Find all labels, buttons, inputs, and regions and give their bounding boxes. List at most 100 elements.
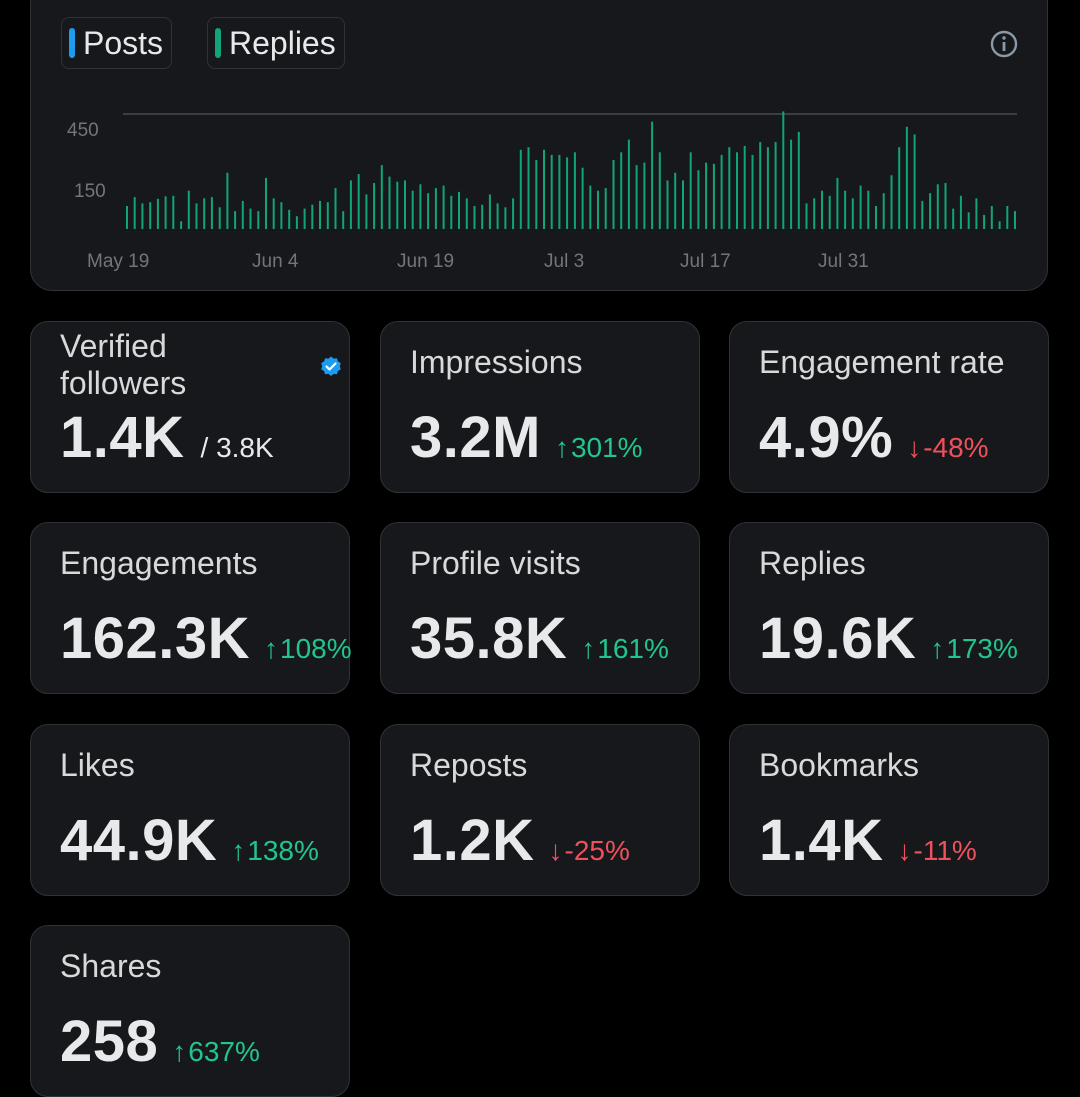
bar bbox=[156, 198, 159, 229]
bar bbox=[172, 195, 175, 229]
profile-visits-change-value: 161% bbox=[597, 633, 669, 664]
card-impressions[interactable]: Impressions 3.2M ↑ 301% bbox=[380, 321, 700, 493]
info-icon[interactable] bbox=[989, 29, 1019, 59]
bar bbox=[550, 154, 553, 229]
card-shares[interactable]: Shares 258 ↑ 637% bbox=[30, 925, 350, 1097]
x-tick-jul3: Jul 3 bbox=[544, 251, 584, 272]
bar bbox=[1014, 211, 1016, 229]
engagements-value: 162.3K bbox=[60, 606, 251, 671]
bar bbox=[488, 194, 491, 229]
replies-value: 19.6K bbox=[759, 606, 917, 671]
bar bbox=[774, 142, 777, 229]
profile-visits-change: ↑ 161% bbox=[581, 633, 669, 665]
bar bbox=[512, 198, 515, 229]
replies-change-value: 173% bbox=[946, 633, 1018, 664]
legend-replies-button[interactable]: Replies bbox=[207, 17, 345, 69]
bar bbox=[959, 195, 962, 229]
engagements-change-value: 108% bbox=[280, 633, 352, 664]
bar bbox=[388, 176, 391, 229]
bar bbox=[280, 202, 283, 229]
bar bbox=[311, 204, 314, 229]
likes-value: 44.9K bbox=[60, 808, 218, 873]
verified-followers-label: Verified followers bbox=[60, 328, 187, 401]
card-engagement-rate[interactable]: Engagement rate 4.9% ↓ -48% bbox=[729, 321, 1049, 493]
x-tick-jul17: Jul 17 bbox=[680, 251, 731, 272]
bar bbox=[272, 198, 275, 229]
bar bbox=[898, 147, 901, 229]
shares-change: ↑ 637% bbox=[172, 1036, 260, 1068]
bar bbox=[373, 183, 376, 229]
bar bbox=[782, 111, 785, 229]
bar bbox=[404, 180, 406, 229]
impressions-label: Impressions bbox=[410, 344, 583, 380]
bar bbox=[481, 204, 484, 229]
card-engagements[interactable]: Engagements 162.3K ↑ 108% bbox=[30, 522, 352, 694]
bar bbox=[334, 188, 337, 229]
engagement-rate-change-value: -48% bbox=[923, 432, 989, 463]
card-bookmarks[interactable]: Bookmarks 1.4K ↓ -11% bbox=[729, 724, 1049, 896]
bar bbox=[349, 180, 352, 229]
engagement-rate-change: ↓ -48% bbox=[907, 432, 988, 464]
verified-badge-icon bbox=[321, 356, 341, 376]
bar bbox=[844, 190, 847, 229]
bar bbox=[751, 154, 754, 229]
bar bbox=[627, 139, 630, 229]
bar bbox=[805, 203, 808, 229]
bar bbox=[674, 172, 677, 229]
bar bbox=[442, 185, 445, 229]
bar bbox=[434, 188, 437, 229]
engagements-change: ↑ 108% bbox=[264, 633, 352, 665]
bar bbox=[519, 149, 522, 229]
bar bbox=[180, 221, 183, 229]
card-reposts[interactable]: Reposts 1.2K ↓ -25% bbox=[380, 724, 700, 896]
bar bbox=[226, 172, 229, 229]
legend-replies-label: Replies bbox=[229, 24, 336, 61]
card-verified-followers[interactable]: Verified followers 1.4K / 3.8K bbox=[30, 321, 350, 493]
bar bbox=[326, 202, 329, 229]
bar bbox=[535, 160, 538, 229]
reposts-change: ↓ -25% bbox=[549, 835, 630, 867]
bar bbox=[921, 200, 924, 229]
bar bbox=[604, 188, 607, 229]
bar bbox=[689, 152, 692, 229]
bar bbox=[241, 200, 244, 229]
bar bbox=[195, 203, 198, 229]
bar bbox=[288, 209, 291, 229]
chart-card: Posts Replies 450 150 May 19 Jun 4 Jun 1… bbox=[30, 0, 1048, 291]
bar bbox=[473, 206, 476, 229]
bar bbox=[929, 193, 932, 229]
arrow-down-icon: ↓ bbox=[897, 835, 912, 866]
bar bbox=[365, 194, 368, 229]
bookmarks-change-value: -11% bbox=[913, 835, 977, 866]
bar bbox=[265, 177, 267, 229]
bar bbox=[1006, 206, 1009, 229]
bar bbox=[589, 185, 592, 229]
arrow-down-icon: ↓ bbox=[548, 835, 563, 866]
bar bbox=[543, 149, 545, 229]
bar bbox=[126, 206, 128, 229]
bar bbox=[658, 152, 661, 229]
x-tick-may19: May 19 bbox=[87, 251, 149, 272]
reposts-change-value: -25% bbox=[564, 835, 630, 866]
bar bbox=[790, 139, 793, 229]
bar bbox=[496, 203, 499, 229]
arrow-up-icon: ↑ bbox=[231, 835, 246, 866]
bar bbox=[836, 177, 839, 229]
verified-followers-value: 1.4K bbox=[60, 405, 185, 470]
arrow-down-icon: ↓ bbox=[907, 432, 922, 463]
bar bbox=[990, 206, 993, 229]
bar bbox=[427, 193, 430, 229]
card-replies[interactable]: Replies 19.6K ↑ 173% bbox=[729, 522, 1049, 694]
bar bbox=[295, 216, 298, 229]
shares-value: 258 bbox=[60, 1009, 159, 1074]
card-likes[interactable]: Likes 44.9K ↑ 138% bbox=[30, 724, 350, 896]
bar bbox=[882, 193, 885, 229]
bar bbox=[566, 157, 569, 229]
bar bbox=[210, 197, 213, 229]
arrow-up-icon: ↑ bbox=[930, 633, 945, 664]
bar bbox=[913, 134, 916, 229]
card-profile-visits[interactable]: Profile visits 35.8K ↑ 161% bbox=[380, 522, 700, 694]
impressions-value: 3.2M bbox=[410, 405, 541, 470]
bar bbox=[396, 181, 399, 229]
legend-posts-button[interactable]: Posts bbox=[61, 17, 173, 69]
